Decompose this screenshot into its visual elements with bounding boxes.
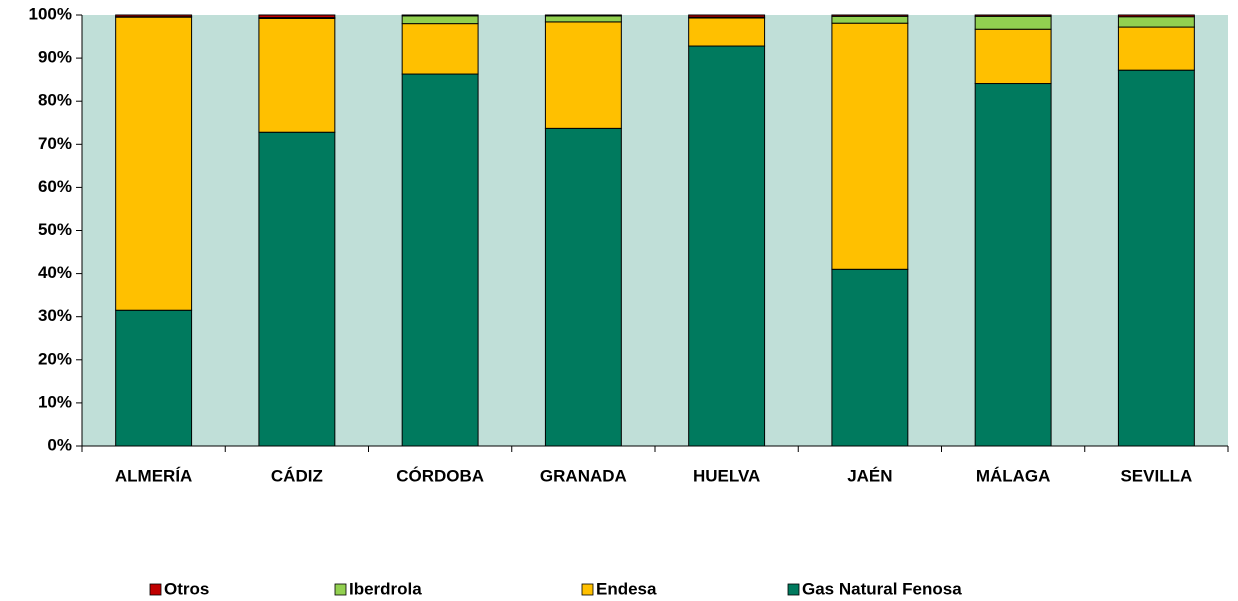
bar-segment — [401, 14, 479, 17]
bar-segment — [1117, 26, 1195, 71]
bar-segment — [401, 73, 479, 447]
y-tick-label: 70% — [38, 134, 72, 153]
legend-swatch — [787, 583, 800, 596]
bar-segment — [401, 23, 479, 75]
y-tick-label: 30% — [38, 306, 72, 325]
x-tick-label: CÓRDOBA — [396, 466, 484, 485]
x-tick-label: GRANADA — [540, 466, 627, 485]
bar-segment — [115, 14, 193, 18]
y-tick-label: 50% — [38, 220, 72, 239]
bar-segment — [831, 268, 909, 447]
bar-segment — [974, 15, 1052, 30]
legend-swatch — [334, 583, 347, 596]
y-tick-label: 0% — [47, 435, 72, 454]
legend-label: Otros — [164, 579, 209, 598]
bar-segment — [831, 14, 909, 17]
bar-segment — [831, 15, 909, 24]
bar-segment — [974, 14, 1052, 17]
x-tick-label: JAÉN — [847, 466, 892, 485]
bar-segment — [688, 14, 766, 18]
bar-segment — [544, 21, 622, 129]
y-tick-label: 80% — [38, 91, 72, 110]
y-tick-label: 100% — [29, 4, 72, 23]
bar-segment — [974, 83, 1052, 447]
bar-segment — [544, 15, 622, 23]
legend-swatch — [581, 583, 594, 596]
y-tick-label: 10% — [38, 392, 72, 411]
bar-segment — [1117, 16, 1195, 28]
y-tick-label: 90% — [38, 48, 72, 67]
legend-label: Iberdrola — [349, 579, 422, 598]
x-tick-label: MÁLAGA — [976, 466, 1051, 485]
bar-segment — [401, 15, 479, 25]
bar-segment — [258, 131, 336, 447]
bar-segment — [688, 45, 766, 447]
bar-segment — [688, 17, 766, 47]
y-tick-label: 60% — [38, 177, 72, 196]
y-tick-label: 20% — [38, 349, 72, 368]
bar-segment — [115, 16, 193, 311]
bar-segment — [258, 17, 336, 133]
bar-segment — [115, 309, 193, 447]
legend-swatch — [149, 583, 162, 596]
bar-segment — [544, 127, 622, 447]
legend-label: Endesa — [596, 579, 657, 598]
bar-segment — [544, 14, 622, 17]
y-tick-label: 40% — [38, 263, 72, 282]
x-tick-label: CÁDIZ — [271, 466, 323, 485]
legend-label: Gas Natural Fenosa — [802, 579, 962, 598]
x-tick-label: SEVILLA — [1120, 466, 1192, 485]
bar-segment — [258, 14, 336, 19]
plot-area — [82, 15, 1228, 446]
bar-segment — [1117, 69, 1195, 447]
bar-segment — [974, 28, 1052, 85]
bar-segment — [1117, 14, 1195, 18]
bar-segment — [831, 22, 909, 270]
x-tick-label: HUELVA — [693, 466, 760, 485]
x-tick-label: ALMERÍA — [115, 466, 192, 485]
